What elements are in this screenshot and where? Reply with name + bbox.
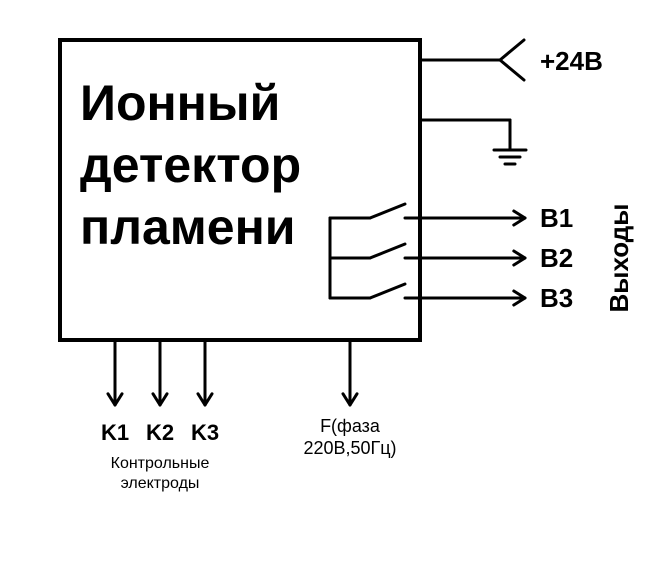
electrodes-subtitle-line: электроды [121,475,200,492]
outputs-side-label: Выходы [604,203,634,312]
power-label: +24В [540,46,603,76]
electrode-2-label: K2 [146,420,174,445]
box-title-line: детектор [80,137,301,193]
electrode-3-label: K3 [191,420,219,445]
output-3-label: B3 [540,283,573,313]
power-fork-down [500,60,524,80]
electrode-1-label: K1 [101,420,129,445]
output-1-contact [370,204,405,218]
output-3-contact [370,284,405,298]
phase-label-line: F(фаза [320,416,381,436]
box-title-line: Ионный [80,75,280,131]
power-fork-up [500,40,524,60]
output-1-label: B1 [540,203,573,233]
phase-label-line: 220В,50Гц) [303,438,396,458]
box-title-line: пламени [80,199,296,255]
electrodes-subtitle-line: Контрольные [111,455,210,472]
output-2-contact [370,244,405,258]
output-2-label: B2 [540,243,573,273]
